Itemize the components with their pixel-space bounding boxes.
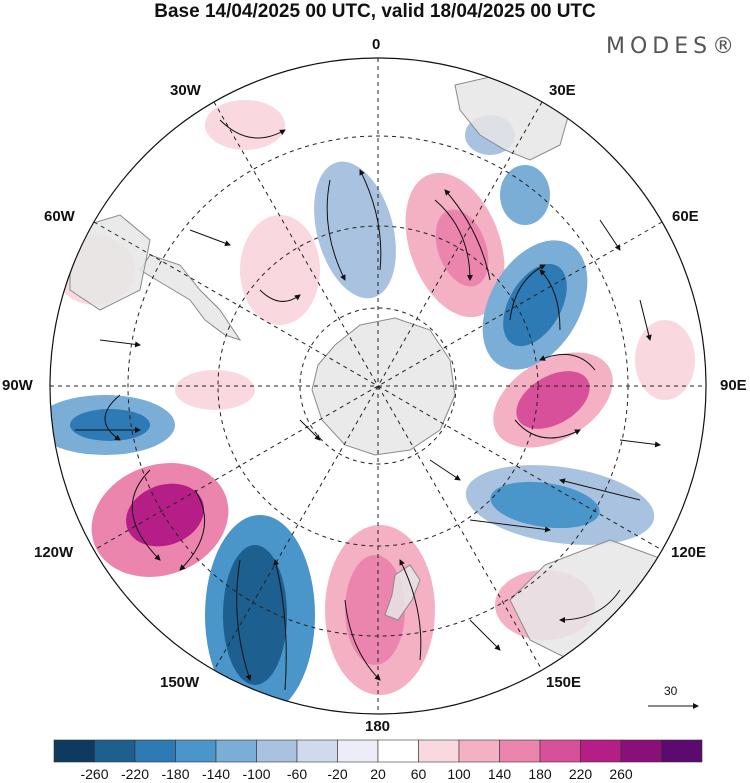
lon-label-30w: 30W (170, 82, 201, 99)
graticule (50, 58, 706, 714)
colorbar-tick-label: -20 (327, 766, 348, 782)
colorbar-tick-label: -60 (286, 766, 308, 782)
lon-label-90e: 90E (720, 377, 747, 394)
colorbar-tick-label: 20 (370, 766, 386, 782)
colorbar-tick-label: -100 (242, 766, 271, 782)
lon-label-120w: 120W (34, 544, 74, 561)
south-america (139, 254, 242, 341)
page-title: Base 14/04/2025 00 UTC, valid 18/04/2025… (154, 1, 596, 22)
colorbar-tick-label: 100 (447, 766, 471, 782)
lon-label-30e: 30E (549, 82, 576, 99)
colorbar-swatch (134, 739, 176, 763)
colorbar-swatch (539, 739, 581, 763)
colorbar-swatch (296, 739, 338, 763)
lon-label-0: 0 (372, 36, 381, 53)
colorbar-swatch (215, 739, 257, 763)
colorbar-tick-label: -220 (120, 766, 150, 782)
colorbar-tick-label: -180 (161, 766, 190, 782)
colorbar-swatch (377, 739, 419, 763)
colorbar (53, 739, 703, 763)
lon-label-180: 180 (365, 718, 391, 735)
colorbar-swatch (94, 739, 136, 763)
lon-label-150w: 150W (160, 674, 200, 691)
antarctica (311, 317, 456, 456)
coastlines (69, 69, 681, 666)
colorbar-swatch (580, 739, 622, 763)
colorbar-tick-label: 60 (410, 766, 427, 782)
colorbar-swatch (175, 739, 217, 763)
wind-vectors (75, 119, 661, 691)
colorbar-swatch (337, 739, 379, 763)
colorbar-swatch (499, 739, 541, 763)
colorbar-swatch (256, 739, 298, 763)
lon-label-150e: 150E (546, 674, 582, 691)
colorbar-swatch (620, 739, 662, 763)
colorbar-swatch (661, 739, 703, 763)
colorbar-tick-label: 220 (568, 766, 593, 782)
anomaly-field (50, 100, 695, 714)
brand-logo: MODES® (606, 34, 740, 59)
lon-label-60w: 60W (44, 208, 75, 225)
colorbar-swatch (418, 739, 460, 763)
lon-label-60e: 60E (672, 208, 699, 225)
reference-vector-label: 30 (664, 684, 678, 698)
south-america-main (69, 214, 151, 311)
colorbar-tick-label: -140 (201, 766, 231, 782)
colorbar-tick-label: 140 (487, 766, 512, 782)
colorbar-swatch (458, 739, 500, 763)
colorbar-tick-label: 180 (528, 766, 552, 782)
map-border (49, 57, 707, 715)
colorbar-swatch (53, 739, 95, 763)
new-zealand (384, 564, 421, 621)
colorbar-tick-label: 260 (609, 766, 633, 782)
lon-label-120e: 120E (671, 544, 707, 561)
colorbar-tick-label: -260 (80, 766, 109, 782)
lon-label-90w: 90W (2, 377, 33, 394)
